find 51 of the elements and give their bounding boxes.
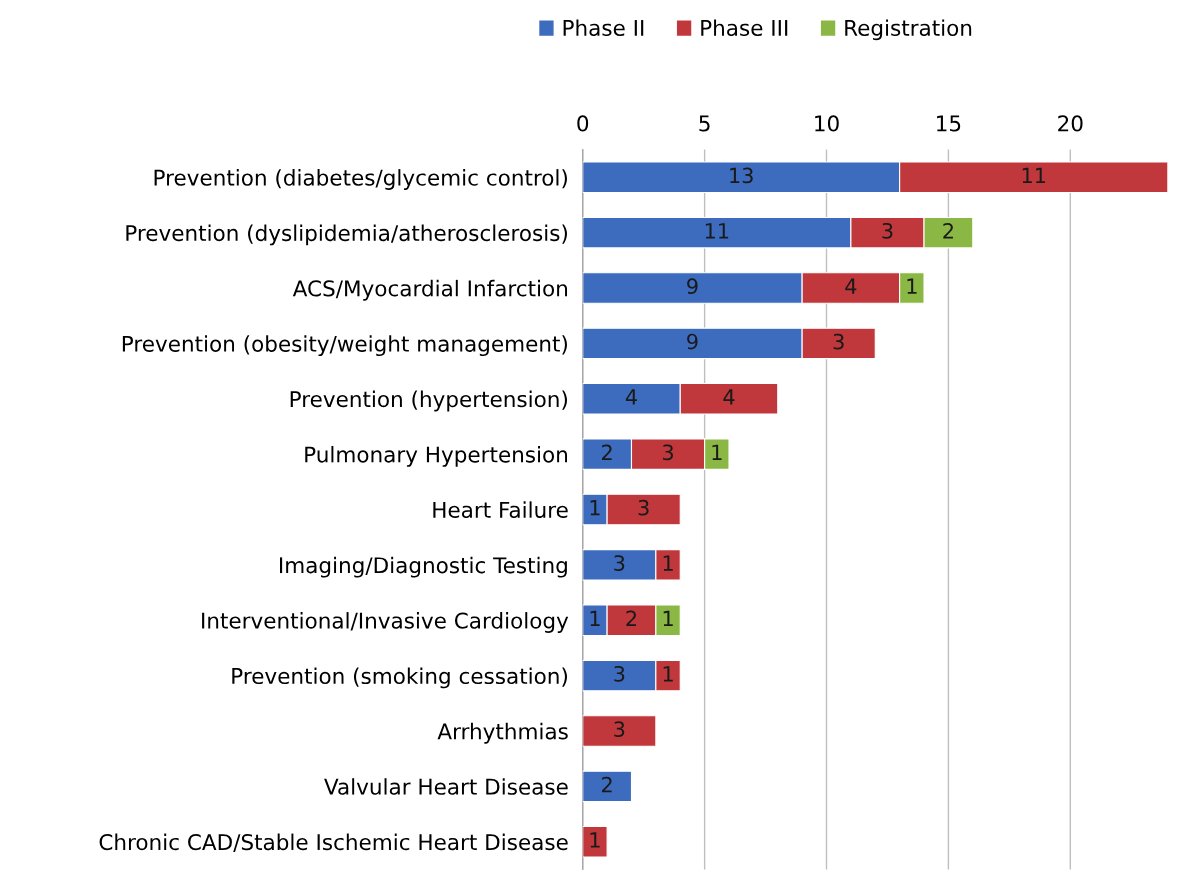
data-label: 13: [730, 167, 753, 184]
data-label: 2: [602, 444, 612, 460]
data-label: 9: [687, 333, 698, 350]
data-label: 1: [907, 278, 917, 294]
legend-label: Phase II: [563, 19, 644, 37]
data-label: 3: [833, 333, 844, 350]
y-tick-label: Prevention (hypertension): [290, 390, 567, 412]
x-tick-label: 10: [815, 115, 839, 132]
data-label: 11: [705, 223, 729, 239]
y-tick-label: Prevention (obesity/weight management): [122, 335, 567, 357]
data-label: 1: [663, 555, 673, 571]
data-label: 3: [614, 721, 625, 738]
y-tick-label: Valvular Heart Disease: [324, 778, 568, 795]
y-tick-label: Arrhythmias: [437, 722, 568, 744]
data-label: 3: [638, 499, 649, 516]
data-label: 4: [625, 389, 637, 405]
data-label: 3: [663, 444, 674, 461]
y-tick-label: Interventional/Invasive Cardiology: [202, 612, 569, 633]
x-tick-label: 0: [577, 115, 589, 132]
legend-label: Registration: [845, 19, 972, 41]
data-label: 1: [663, 666, 673, 682]
data-label: 2: [943, 222, 953, 239]
bar: [582, 715, 657, 747]
data-label: 2: [602, 776, 612, 793]
bar: [582, 770, 633, 803]
data-label: 3: [614, 665, 625, 682]
y-tick-label: Prevention (diabetes/glycemic control): [154, 169, 567, 190]
bar: [582, 825, 608, 858]
data-label: 11: [1022, 167, 1046, 184]
data-label: 2: [626, 610, 637, 627]
y-tick-label: Chronic CAD/Stable Ischemic Heart Disease: [99, 833, 568, 852]
x-tick-label: 20: [1058, 115, 1083, 132]
data-label: 4: [845, 278, 857, 294]
data-label: 1: [590, 832, 600, 848]
data-label: 3: [614, 555, 625, 571]
data-label: 1: [712, 444, 722, 460]
y-tick-label: Prevention (smoking cessation): [232, 667, 567, 689]
y-tick-label: Prevention (dyslipidemia/atherosclerosis): [126, 224, 567, 246]
y-tick-label: Imaging/Diagnostic Testing: [280, 556, 567, 578]
y-tick-label: Pulmonary Hypertension: [305, 445, 568, 467]
data-label: 9: [687, 278, 698, 295]
data-label: 1: [590, 610, 600, 627]
legend-label: Phase III: [701, 19, 788, 37]
y-tick-label: ACS/Myocardial Infarction: [292, 279, 568, 301]
data-label: 4: [723, 389, 735, 405]
x-tick-label: 15: [937, 115, 961, 132]
data-label: 1: [590, 500, 600, 516]
data-label: 3: [882, 222, 893, 239]
y-tick-label: Heart Failure: [433, 501, 568, 519]
data-label: 1: [663, 610, 673, 627]
x-tick-label: 5: [699, 115, 710, 132]
